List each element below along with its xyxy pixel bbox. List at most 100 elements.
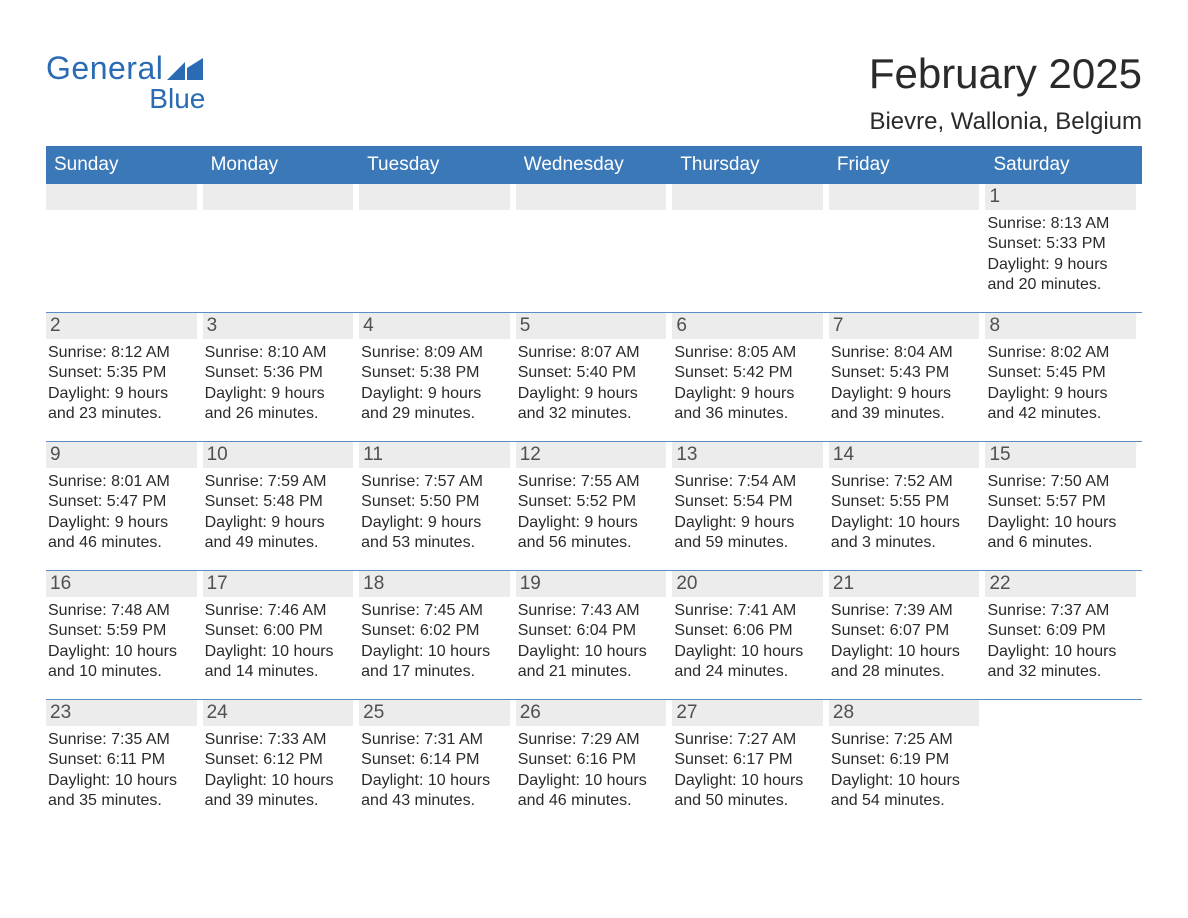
day-cell: 10Sunrise: 7:59 AMSunset: 5:48 PMDayligh… [203,442,360,570]
day-number-row [359,184,510,210]
day-body [203,210,354,214]
day-cell: 20 Sunrise: 7:41 AMSunset: 6:06 PMDayligh… [672,571,829,699]
day-number-row: 16 [46,571,197,597]
day-number: 17 [207,573,228,594]
day-cell: 16Sunrise: 7:48 AMSunset: 5:59 PMDayligh… [46,571,203,699]
daylight-line-1: Daylight: 10 hours [831,513,978,533]
day-number: 24 [207,702,228,723]
sunrise-line: Sunrise: 7:59 AM [205,472,352,492]
sunrise-line: Sunrise: 8:02 AM [987,343,1134,363]
daylight-line-1: Daylight: 10 hours [987,642,1134,662]
daylight-line-2: and 10 minutes. [48,662,195,682]
day-cell: 18Sunrise: 7:45 AMSunset: 6:02 PMDayligh… [359,571,516,699]
day-number: 14 [833,444,854,465]
day-number: 28 [833,702,854,723]
daylight-line-2: and 39 minutes. [205,791,352,811]
daylight-line-1: Daylight: 9 hours [987,255,1134,275]
day-cell: 8Sunrise: 8:02 AMSunset: 5:45 PMDaylight… [985,313,1142,441]
daylight-line-1: Daylight: 10 hours [831,642,978,662]
day-number: 26 [520,702,541,723]
day-cell: 26Sunrise: 7:29 AMSunset: 6:16 PMDayligh… [516,700,673,828]
sunrise-line: Sunrise: 7:55 AM [518,472,665,492]
daylight-line-1: Daylight: 10 hours [518,771,665,791]
day-cell: 25 Sunrise: 7:31 AMSunset: 6:14 PMDayligh… [359,700,516,828]
day-cell: 3Sunrise: 8:10 AMSunset: 5:36 PMDaylight… [203,313,360,441]
sunset-line: Sunset: 5:55 PM [831,492,978,512]
daylight-line-2: and 35 minutes. [48,791,195,811]
daylight-line-1: Daylight: 9 hours [674,384,821,404]
day-number: 25 [363,702,384,723]
day-cell: 14 Sunrise: 7:52 AMSunset: 5:55 PMDayligh… [829,442,986,570]
day-number-row: 7 [829,313,980,339]
week-row: 16Sunrise: 7:48 AMSunset: 5:59 PMDayligh… [46,570,1142,699]
calendar: Sunday Monday Tuesday Wednesday Thursday… [46,146,1142,828]
daylight-line-1: Daylight: 10 hours [674,642,821,662]
day-cell [359,184,516,312]
day-number: 27 [676,702,697,723]
daylight-line-2: and 42 minutes. [987,404,1134,424]
week-row: 23Sunrise: 7:35 AMSunset: 6:11 PMDayligh… [46,699,1142,828]
sunrise-line: Sunrise: 8:01 AM [48,472,195,492]
sunrise-line: Sunrise: 7:25 AM [831,730,978,750]
day-body: Sunrise: 7:31 AMSunset: 6:14 PMDaylight:… [359,726,510,812]
month-title: February 2025 [869,50,1142,98]
sunset-line: Sunset: 5:52 PM [518,492,665,512]
day-number: 8 [989,315,1000,336]
day-body: Sunrise: 8:12 AMSunset: 5:35 PMDaylight:… [46,339,197,425]
sunrise-line: Sunrise: 7:37 AM [987,601,1134,621]
day-body: Sunrise: 7:35 AMSunset: 6:11 PMDaylight:… [46,726,197,812]
weekday-header: Monday [203,146,360,184]
day-body: Sunrise: 7:41 AMSunset: 6:06 PMDaylight:… [672,597,823,683]
day-number-row: 9 [46,442,197,468]
sunrise-line: Sunrise: 7:31 AM [361,730,508,750]
logo: General Blue [46,50,205,115]
day-number: 5 [520,315,531,336]
day-cell: 27 Sunrise: 7:27 AMSunset: 6:17 PMDayligh… [672,700,829,828]
day-number-row: 4 [359,313,510,339]
day-cell [672,184,829,312]
day-body: Sunrise: 7:48 AMSunset: 5:59 PMDaylight:… [46,597,197,683]
sunset-line: Sunset: 5:35 PM [48,363,195,383]
weekday-header-row: Sunday Monday Tuesday Wednesday Thursday… [46,146,1142,184]
day-number-row: 24 [203,700,354,726]
daylight-line-1: Daylight: 9 hours [48,384,195,404]
day-cell [46,184,203,312]
day-cell [516,184,673,312]
day-number-row: 15 [985,442,1136,468]
day-body: Sunrise: 8:10 AMSunset: 5:36 PMDaylight:… [203,339,354,425]
day-cell: 11Sunrise: 7:57 AMSunset: 5:50 PMDayligh… [359,442,516,570]
daylight-line-1: Daylight: 10 hours [518,642,665,662]
weekday-header: Saturday [985,146,1142,184]
day-body: Sunrise: 7:25 AMSunset: 6:19 PMDaylight:… [829,726,980,812]
day-body: Sunrise: 8:04 AMSunset: 5:43 PMDaylight:… [829,339,980,425]
sunset-line: Sunset: 5:42 PM [674,363,821,383]
day-cell: 28 Sunrise: 7:25 AMSunset: 6:19 PMDayligh… [829,700,986,828]
weekday-header: Wednesday [516,146,673,184]
daylight-line-2: and 32 minutes. [518,404,665,424]
sunset-line: Sunset: 5:59 PM [48,621,195,641]
week-row: 1Sunrise: 8:13 AMSunset: 5:33 PMDaylight… [46,184,1142,312]
daylight-line-2: and 46 minutes. [518,791,665,811]
day-number: 20 [676,573,697,594]
day-number-row [985,700,1136,726]
daylight-line-1: Daylight: 10 hours [205,771,352,791]
sunrise-line: Sunrise: 7:52 AM [831,472,978,492]
daylight-line-2: and 3 minutes. [831,533,978,553]
day-number-row: 14 [829,442,980,468]
day-number: 7 [833,315,844,336]
daylight-line-2: and 14 minutes. [205,662,352,682]
sunrise-line: Sunrise: 8:13 AM [987,214,1134,234]
daylight-line-1: Daylight: 10 hours [674,771,821,791]
sunrise-line: Sunrise: 8:04 AM [831,343,978,363]
daylight-line-2: and 54 minutes. [831,791,978,811]
sunset-line: Sunset: 5:33 PM [987,234,1134,254]
daylight-line-1: Daylight: 9 hours [48,513,195,533]
daylight-line-2: and 21 minutes. [518,662,665,682]
daylight-line-2: and 59 minutes. [674,533,821,553]
sunset-line: Sunset: 5:43 PM [831,363,978,383]
daylight-line-2: and 49 minutes. [205,533,352,553]
week-row: 2Sunrise: 8:12 AMSunset: 5:35 PMDaylight… [46,312,1142,441]
day-body: Sunrise: 7:27 AMSunset: 6:17 PMDaylight:… [672,726,823,812]
day-cell [985,700,1142,828]
daylight-line-2: and 26 minutes. [205,404,352,424]
